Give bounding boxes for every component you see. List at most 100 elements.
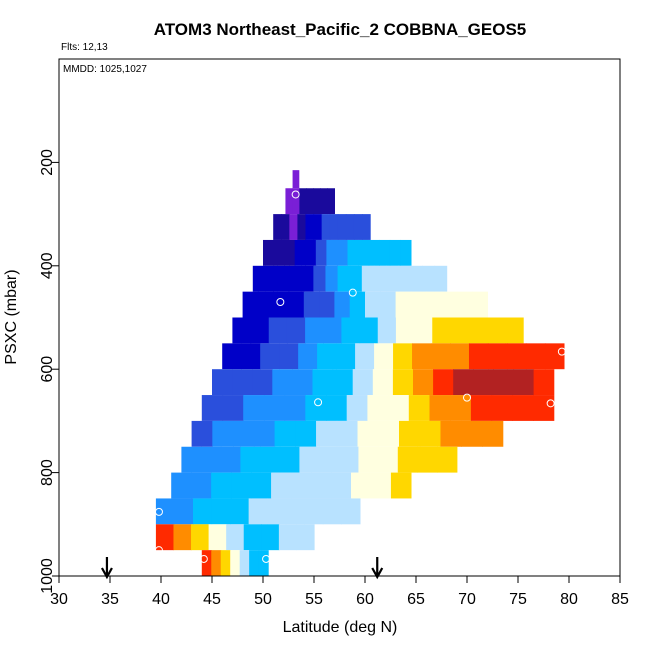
data-marker-4: [463, 393, 471, 402]
heatmap-cell-14-5: [243, 524, 262, 551]
heatmap-cell-14-0: [155, 524, 175, 551]
heatmap-cell-12-1: [191, 472, 212, 499]
arrow-marker-0: [100, 557, 113, 580]
heatmap-cell-5-5: [319, 291, 335, 318]
heatmap-cell-5-7: [349, 291, 366, 318]
heatmap-cell-5-1: [257, 291, 274, 318]
heatmap-cell-12-8: [331, 472, 352, 499]
heatmap-cell-9-16: [533, 395, 555, 421]
heatmap-cell-5-2: [273, 291, 290, 318]
heatmap-cell-10-3: [253, 420, 276, 447]
arrow-marker-1: [371, 557, 384, 580]
heatmap-cell-2-10: [353, 214, 363, 240]
y-tick-label-3: 800: [39, 459, 56, 486]
heatmap-cell-2-4: [305, 214, 315, 240]
heatmap-cell-8-12: [453, 369, 474, 396]
x-tick-label-8: 70: [458, 591, 476, 608]
y-tick-label-4: 1000: [39, 558, 56, 594]
heatmap-cell-7-10: [412, 343, 432, 370]
heatmap-cell-10-13: [461, 420, 483, 447]
heatmap-cell-3-0: [263, 239, 275, 266]
heatmap-cell-8-4: [292, 369, 314, 396]
x-tick-label-7: 65: [407, 591, 425, 608]
data-marker-1: [276, 297, 285, 306]
heatmap-cell-11-0: [181, 446, 202, 473]
data-marker-2: [348, 288, 357, 297]
heatmap-cell-4-14: [422, 265, 436, 292]
heatmap-cell-6-4: [305, 317, 324, 344]
heatmap-cell-4-1: [264, 265, 278, 292]
heatmap-cell-5-4: [303, 291, 320, 318]
heatmap-cell-8-9: [392, 369, 414, 396]
heatmap-cell-12-0: [171, 472, 192, 499]
heatmap-cell-7-11: [431, 343, 451, 370]
data-marker-5: [557, 347, 566, 356]
x-tick-label-11: 85: [611, 591, 629, 608]
heatmap-cell-9-10: [408, 395, 431, 421]
heatmap-cell-10-8: [357, 420, 379, 447]
heatmap-cell-11-6: [299, 446, 320, 473]
heatmap-cell-1-3: [306, 188, 315, 215]
heatmap-cell-9-3: [263, 395, 286, 421]
heatmap-cell-6-10: [414, 317, 433, 344]
data-marker-8: [154, 546, 163, 555]
heatmap-cell-13-3: [211, 498, 231, 525]
heatmap-cell-2-8: [337, 214, 347, 240]
heatmap-cell-5-6: [334, 291, 351, 318]
heatmap-cell-7-3: [279, 343, 299, 370]
heatmap-cell-6-14: [486, 317, 506, 344]
heatmap-cell-10-10: [399, 420, 421, 447]
heatmap-cell-13-6: [267, 498, 287, 525]
heatmap-cell-8-16: [533, 369, 555, 396]
heatmap-cell-11-4: [260, 446, 281, 473]
heatmap-cell-15-6: [258, 550, 269, 576]
y-tick-label-0: 200: [39, 149, 56, 176]
heatmap-cell-9-13: [470, 395, 493, 421]
x-axis-ticks: 30 35 40 45 50 55 60 65 70 75 80 85: [50, 576, 629, 608]
heatmap-cell-6-3: [286, 317, 306, 344]
heatmap-cell-9-7: [346, 395, 368, 421]
heatmap-cell-3-2: [284, 239, 296, 266]
dates-label: MMDD: 1025,1027: [63, 64, 147, 75]
heatmap-cell-3-13: [400, 239, 412, 266]
heatmap-cell-8-1: [232, 369, 253, 396]
heatmap-cell-4-6: [325, 265, 339, 292]
heatmap-cell-1-5: [320, 188, 328, 215]
heatmap-cell-6-6: [341, 317, 361, 344]
heatmap-cell-6-5: [323, 317, 343, 344]
x-tick-label-4: 50: [254, 591, 272, 608]
heatmap-cell-9-4: [284, 395, 306, 421]
heatmap-cell-5-10: [395, 291, 412, 318]
heatmap-cell-9-12: [450, 395, 472, 421]
heatmap-cell-8-6: [332, 369, 354, 396]
heatmap-cell-15-3: [230, 550, 241, 576]
heatmap-cell-2-3: [297, 214, 307, 240]
heatmap-cell-6-1: [250, 317, 270, 344]
heatmap-cell-13-2: [192, 498, 213, 525]
heatmap-cell-4-3: [289, 265, 302, 292]
heatmap-cell-2-6: [321, 214, 331, 240]
heatmap-cell-4-2: [277, 265, 290, 292]
heatmap-cell-6-13: [468, 317, 488, 344]
heatmap-cell-3-9: [358, 239, 370, 266]
heatmap-cell-5-9: [380, 291, 397, 318]
heatmap-cell-9-15: [512, 395, 534, 421]
y-tick-label-1: 400: [39, 252, 56, 279]
heatmap-cell-3-12: [389, 239, 401, 266]
heatmap-cell-10-5: [295, 420, 317, 447]
data-marker-3: [314, 398, 323, 407]
heatmap-cell-2-2: [289, 214, 299, 240]
heatmap-cell-8-10: [413, 369, 434, 396]
heatmap-cell-14-4: [226, 524, 245, 551]
heatmap-cell-7-9: [393, 343, 413, 370]
x-tick-label-1: 35: [101, 591, 119, 608]
heatmap-cell-13-0: [155, 498, 176, 525]
heatmap-cell-6-11: [432, 317, 452, 344]
arrow-markers: [100, 557, 384, 580]
flights-label: Flts: 12,13: [61, 42, 108, 53]
heatmap-cell-11-7: [319, 446, 340, 473]
heatmap-cell-4-7: [337, 265, 351, 292]
chart-title: ATOM3 Northeast_Pacific_2 COBBNA_GEOS5: [154, 20, 527, 39]
heatmap-cell-12-2: [211, 472, 232, 499]
